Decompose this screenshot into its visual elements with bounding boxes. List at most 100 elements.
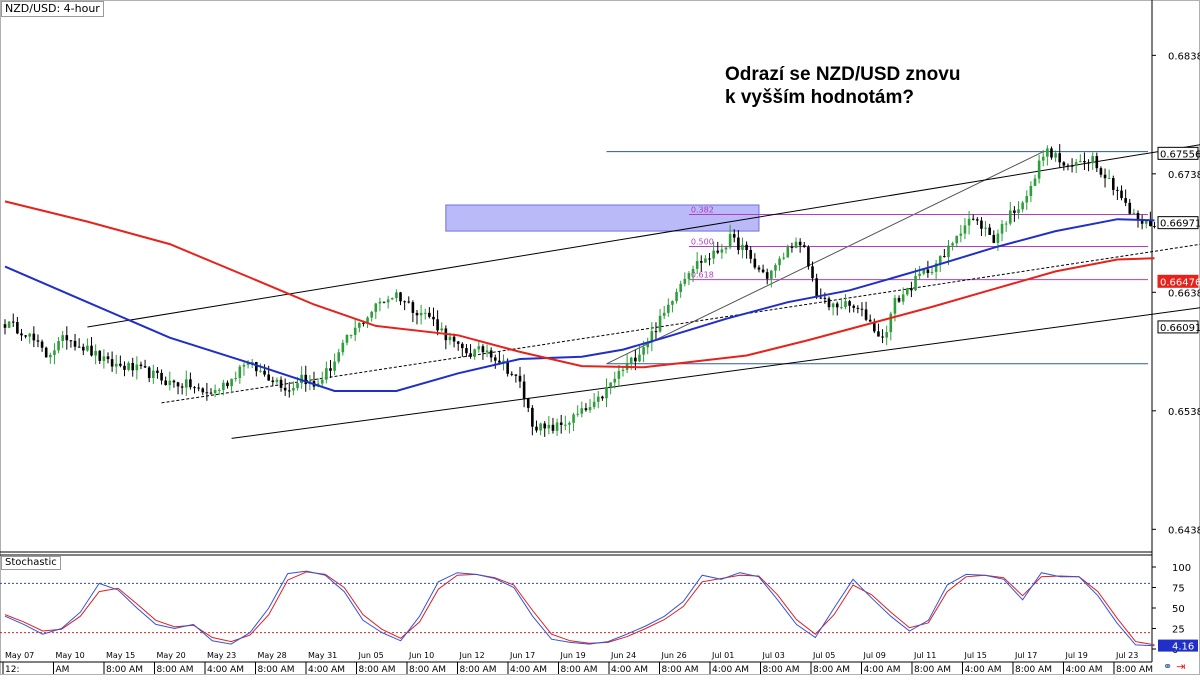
price-marker: 0.67556 bbox=[1157, 146, 1200, 160]
price-tick-label: 0.65383 bbox=[1168, 407, 1200, 418]
candle-body bbox=[226, 382, 229, 387]
candle-body bbox=[1017, 209, 1020, 213]
candle-body bbox=[683, 278, 687, 284]
candle-body bbox=[1050, 148, 1053, 158]
candle-body bbox=[864, 309, 868, 320]
candle-body bbox=[201, 388, 205, 393]
candle-body bbox=[1107, 178, 1111, 180]
candle-body bbox=[378, 301, 382, 304]
link-icon[interactable]: ⚭ bbox=[1163, 660, 1173, 673]
candle-body bbox=[897, 297, 901, 302]
candle-body bbox=[526, 398, 530, 408]
candle-body bbox=[514, 374, 518, 376]
time-date-label: Jul 01 bbox=[711, 651, 734, 660]
candle-body bbox=[984, 227, 987, 229]
candle-body bbox=[127, 362, 130, 370]
stochastic-d-line bbox=[4, 571, 1155, 646]
chart-headline: Odrazí se NZD/USD znovu k vyšším hodnotá… bbox=[725, 64, 961, 108]
candle-body bbox=[802, 245, 806, 248]
candle-body bbox=[835, 303, 839, 308]
candle-body bbox=[889, 313, 893, 333]
candle-body bbox=[432, 316, 435, 320]
candle-body bbox=[790, 246, 794, 248]
time-date-label: Jul 05 bbox=[812, 651, 835, 660]
candle-body bbox=[176, 382, 180, 387]
time-hour-label: 8:00 AM bbox=[762, 665, 799, 675]
time-date-label: Jul 11 bbox=[913, 651, 936, 660]
candle-body bbox=[667, 304, 670, 313]
candle-body bbox=[246, 362, 250, 365]
time-hour-label: 4:00 AM bbox=[863, 665, 900, 675]
candle-body bbox=[222, 382, 225, 390]
candle-body bbox=[1029, 185, 1033, 197]
candle-body bbox=[699, 261, 703, 263]
time-hour-label: 4:00 AM bbox=[510, 665, 547, 675]
candle-body bbox=[36, 340, 40, 342]
candle-body bbox=[737, 237, 740, 250]
candle-body bbox=[679, 283, 682, 292]
time-hour-label: 8:00 AM bbox=[914, 665, 951, 675]
candle-body bbox=[16, 322, 19, 334]
candle-body bbox=[634, 357, 637, 362]
candle-body bbox=[658, 315, 662, 332]
candle-body bbox=[325, 368, 328, 380]
candle-body bbox=[798, 241, 802, 246]
price-marker-label: 0.66091 bbox=[1160, 323, 1200, 334]
candle-body bbox=[568, 422, 571, 425]
candle-body bbox=[638, 354, 641, 362]
fib-trend-line bbox=[606, 151, 1044, 365]
candle-body bbox=[712, 250, 715, 259]
candle-body bbox=[943, 256, 946, 258]
candle-body bbox=[1099, 168, 1103, 175]
candle-body bbox=[823, 297, 827, 299]
stochastic-label: Stochastic bbox=[1, 556, 61, 570]
price-marker-box bbox=[1157, 216, 1199, 230]
candle-body bbox=[250, 362, 254, 364]
candle-body bbox=[877, 331, 880, 337]
candle-body bbox=[428, 312, 431, 317]
time-date-label: Jun 10 bbox=[408, 651, 434, 660]
candle-body bbox=[926, 269, 930, 273]
candle-body bbox=[720, 249, 724, 253]
time-hour-label: 8:00 AM bbox=[358, 665, 395, 675]
candle-body bbox=[287, 390, 291, 392]
candle-body bbox=[11, 321, 15, 323]
candle-body bbox=[732, 234, 736, 238]
candle-body bbox=[1136, 212, 1140, 221]
time-date-label: Jun 17 bbox=[509, 651, 535, 660]
pin-icon[interactable]: ⇥ bbox=[1176, 660, 1186, 673]
candle-body bbox=[1000, 224, 1004, 234]
candle-body bbox=[646, 342, 650, 348]
candle-body bbox=[110, 359, 114, 367]
candle-body bbox=[255, 362, 258, 372]
candle-body bbox=[119, 363, 122, 366]
candle-body bbox=[654, 331, 658, 333]
candle-body bbox=[440, 328, 444, 331]
candle-body bbox=[827, 298, 831, 308]
price-marker-label: 0.67556 bbox=[1160, 149, 1200, 160]
candle-body bbox=[77, 346, 81, 348]
candle-body bbox=[506, 360, 509, 374]
candle-body bbox=[761, 269, 765, 273]
candle-body bbox=[53, 350, 56, 355]
candle-body bbox=[1132, 212, 1136, 214]
candle-body bbox=[774, 265, 777, 271]
candle-body bbox=[1128, 202, 1132, 214]
candle-body bbox=[967, 218, 971, 226]
candle-body bbox=[160, 372, 163, 381]
candle-body bbox=[296, 383, 299, 388]
time-hour-label: 12: bbox=[5, 665, 19, 675]
candle-body bbox=[69, 340, 73, 342]
time-date-label: Jul 15 bbox=[963, 651, 986, 660]
time-hour-label: 4:00 AM bbox=[712, 665, 749, 675]
candle-body bbox=[345, 334, 349, 343]
candle-body bbox=[848, 301, 851, 306]
candle-body bbox=[510, 373, 514, 375]
candle-body bbox=[1091, 156, 1094, 164]
candle-body bbox=[304, 374, 308, 385]
candle-body bbox=[1095, 156, 1099, 169]
candle-body bbox=[382, 301, 386, 303]
candle-body bbox=[230, 378, 233, 387]
candle-body bbox=[456, 341, 460, 344]
